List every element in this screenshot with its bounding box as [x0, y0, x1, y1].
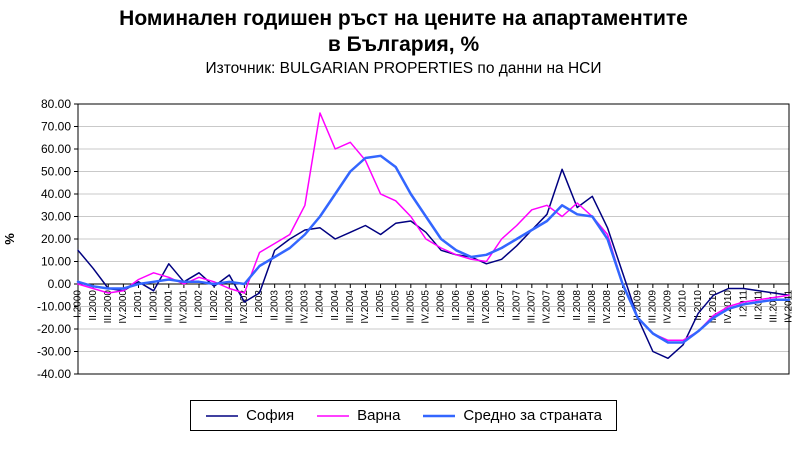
- svg-text:II.2010: II.2010: [693, 290, 704, 321]
- svg-text:II.2001: II.2001: [148, 290, 159, 321]
- svg-text:%: %: [2, 233, 17, 245]
- svg-text:III.2009: III.2009: [647, 290, 658, 324]
- svg-text:10.00: 10.00: [41, 255, 71, 269]
- legend-line-sofia-icon: [206, 414, 239, 417]
- svg-text:III.2010: III.2010: [708, 290, 719, 324]
- svg-text:IV.2003: IV.2003: [300, 290, 311, 324]
- svg-text:II.2008: II.2008: [572, 290, 583, 321]
- svg-text:IV.2006: IV.2006: [481, 290, 492, 324]
- svg-text:IV.2004: IV.2004: [360, 290, 371, 324]
- legend-label-country-average: Средно за страната: [463, 407, 602, 424]
- svg-text:IV.2009: IV.2009: [663, 290, 674, 324]
- svg-text:50.00: 50.00: [41, 165, 71, 179]
- svg-text:I.2003: I.2003: [254, 290, 265, 318]
- line-chart-plot: -40.00 -30.00 -20.00 -10.00 0.00 10.00 20.00 30…: [2, 97, 795, 381]
- legend-line-country-average-icon: [423, 414, 456, 417]
- svg-text:I.2004: I.2004: [315, 290, 326, 318]
- legend-line-varna-icon: [317, 414, 350, 417]
- svg-text:III.2006: III.2006: [466, 290, 477, 324]
- svg-text:III.2001: III.2001: [163, 290, 174, 324]
- svg-text:IV.2008: IV.2008: [602, 290, 613, 324]
- legend-item-varna: Варна: [316, 407, 400, 424]
- svg-text:III.2005: III.2005: [405, 290, 416, 324]
- svg-text:-30.00: -30.00: [37, 345, 71, 359]
- svg-text:-40.00: -40.00: [37, 367, 71, 381]
- chart-subtitle: Източник: BULGARIAN PROPERTIES по данни …: [205, 60, 602, 77]
- svg-text:I.2006: I.2006: [436, 290, 447, 318]
- svg-text:I.2001: I.2001: [133, 290, 144, 318]
- chart-legend: София Варна Средно за страната: [190, 400, 617, 431]
- svg-text:0.00: 0.00: [48, 277, 72, 291]
- svg-text:II.2005: II.2005: [390, 290, 401, 321]
- svg-text:-10.00: -10.00: [37, 300, 71, 314]
- svg-text:II.2004: II.2004: [330, 290, 341, 321]
- legend-item-sofia: София: [205, 407, 294, 424]
- svg-text:IV.2002: IV.2002: [239, 290, 250, 324]
- svg-text:III.2003: III.2003: [284, 290, 295, 324]
- svg-text:70.00: 70.00: [41, 120, 71, 134]
- svg-text:II.2002: II.2002: [209, 290, 220, 321]
- svg-text:I.2009: I.2009: [617, 290, 628, 318]
- svg-text:I.2007: I.2007: [496, 290, 507, 318]
- svg-text:60.00: 60.00: [41, 142, 71, 156]
- svg-text:I.2002: I.2002: [194, 290, 205, 318]
- svg-text:III.2000: III.2000: [103, 290, 114, 324]
- svg-text:II.2003: II.2003: [269, 290, 280, 321]
- svg-text:-20.00: -20.00: [37, 322, 71, 336]
- svg-text:III.2008: III.2008: [587, 290, 598, 324]
- svg-text:20.00: 20.00: [41, 232, 71, 246]
- svg-text:IV.2001: IV.2001: [179, 290, 190, 324]
- svg-text:II.2000: II.2000: [88, 290, 99, 321]
- svg-text:II.2009: II.2009: [632, 290, 643, 321]
- svg-text:80.00: 80.00: [41, 97, 71, 111]
- legend-label-sofia: София: [246, 407, 295, 424]
- svg-text:30.00: 30.00: [41, 210, 71, 224]
- svg-text:I.2008: I.2008: [557, 290, 568, 318]
- svg-text:I.2000: I.2000: [73, 290, 84, 318]
- legend-item-country-average: Средно за страната: [422, 407, 602, 424]
- svg-text:I.2005: I.2005: [375, 290, 386, 318]
- svg-text:IV.2005: IV.2005: [421, 290, 432, 324]
- svg-text:III.2007: III.2007: [526, 290, 537, 324]
- svg-text:II.2007: II.2007: [511, 290, 522, 321]
- svg-text:III.2004: III.2004: [345, 290, 356, 324]
- svg-text:IV.2011: IV.2011: [784, 290, 795, 323]
- svg-text:II.2006: II.2006: [451, 290, 462, 321]
- chart-title: Номинален годишен ръст на цените на апар…: [119, 7, 688, 56]
- svg-text:II.2011: II.2011: [753, 290, 764, 320]
- svg-text:I.2010: I.2010: [678, 290, 689, 318]
- svg-text:IV.2007: IV.2007: [542, 290, 553, 324]
- svg-text:III.2011: III.2011: [769, 290, 780, 323]
- svg-text:40.00: 40.00: [41, 187, 71, 201]
- svg-text:IV.2000: IV.2000: [118, 290, 129, 324]
- legend-label-varna: Варна: [357, 407, 401, 424]
- svg-text:III.2002: III.2002: [224, 290, 235, 324]
